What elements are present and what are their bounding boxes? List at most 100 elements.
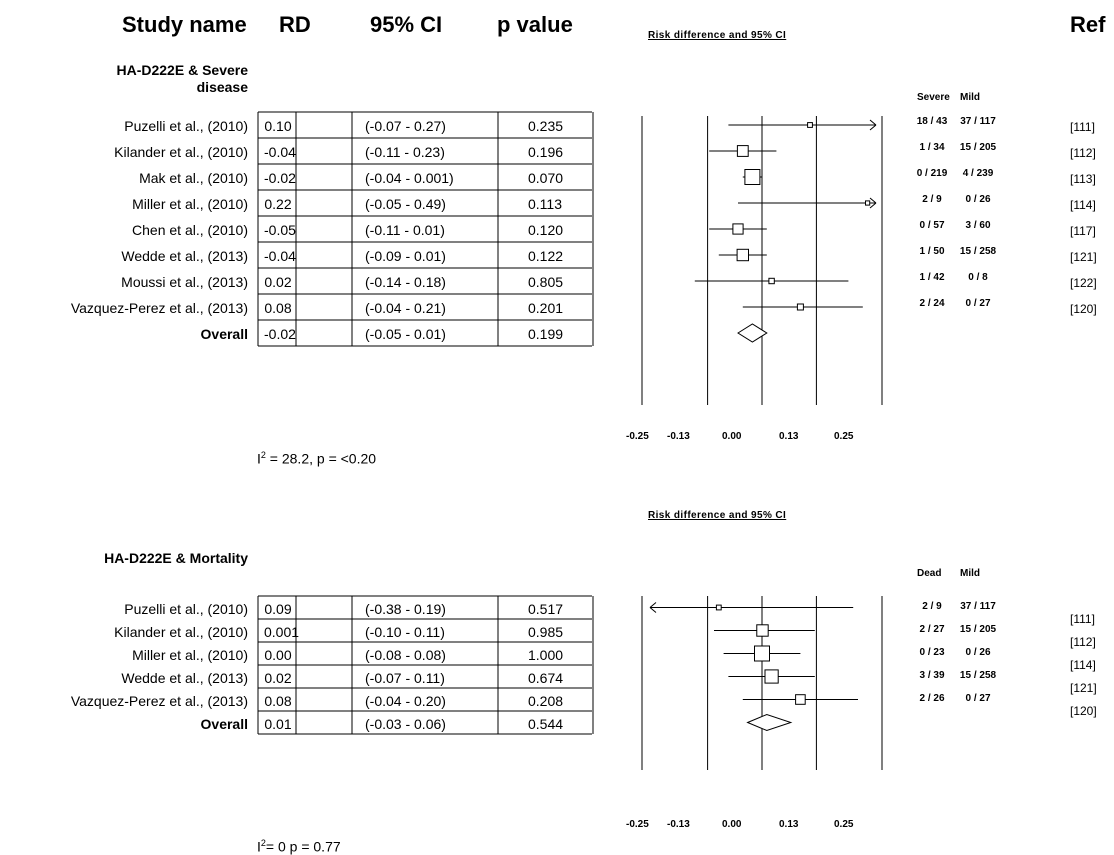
rd-value-1-1: 0.001 xyxy=(264,623,300,640)
arrow-left-a-1-0 xyxy=(649,602,657,608)
rd-value-1-3: 0.02 xyxy=(264,669,292,686)
count-header-1-0: Severe xyxy=(917,92,950,103)
count-1-0-2: 0 / 219 xyxy=(916,168,948,179)
ref-1-0: [111] xyxy=(1070,612,1095,626)
ref-1-2: [114] xyxy=(1070,658,1096,672)
p-value-0-1: 0.196 xyxy=(528,144,564,160)
p-value-1-5: 0.544 xyxy=(528,715,564,732)
group-label-0: HA-D222E & Severe disease xyxy=(116,62,248,95)
tick-label-1-0: -0.25 xyxy=(626,819,649,830)
rd-value-1-5: 0.01 xyxy=(264,715,292,732)
ci-value-0-5: (-0.09 - 0.01) xyxy=(365,248,446,264)
arrow-right-a-0-3 xyxy=(869,197,877,204)
p-value-1-3: 0.674 xyxy=(528,669,564,686)
ci-value-0-0: (-0.07 - 0.27) xyxy=(365,118,446,134)
ci-value-0-4: (-0.11 - 0.01) xyxy=(365,222,445,238)
count-1-1-0: 2 / 9 xyxy=(922,601,942,612)
overall-diamond-1 xyxy=(746,713,793,732)
rd-value-0-7: 0.08 xyxy=(264,300,292,316)
point-marker-1-1 xyxy=(756,624,769,637)
count-1-0-4: 0 / 57 xyxy=(919,220,945,231)
arrow-right-b-0-0 xyxy=(869,124,877,131)
count-2-0-5: 15 / 258 xyxy=(959,246,997,257)
p-value-0-0: 0.235 xyxy=(528,118,564,134)
point-marker-0-6 xyxy=(768,277,775,285)
ci-value-1-4: (-0.04 - 0.20) xyxy=(365,692,446,709)
study-name-0-2: Mak et al., (2010) xyxy=(139,170,248,186)
arrow-left-b-1-0 xyxy=(649,607,657,613)
tick-label-0-4: 0.25 xyxy=(834,431,854,442)
rd-value-0-4: -0.05 xyxy=(264,222,296,238)
count-1-1-2: 0 / 23 xyxy=(919,647,945,658)
count-1-0-5: 1 / 50 xyxy=(919,246,945,257)
count-2-0-1: 15 / 205 xyxy=(959,142,997,153)
study-name-1-2: Miller et al., (2010) xyxy=(132,646,248,663)
overall-label-1: Overall xyxy=(200,715,248,732)
ci-value-0-8: (-0.05 - 0.01) xyxy=(365,326,446,342)
tick-label-1-4: 0.25 xyxy=(834,819,854,830)
ref-0-1: [112] xyxy=(1070,146,1096,160)
study-name-1-0: Puzelli et al., (2010) xyxy=(124,600,248,617)
p-value-0-3: 0.113 xyxy=(528,196,562,212)
point-marker-0-5 xyxy=(736,248,749,262)
ci-value-1-2: (-0.08 - 0.08) xyxy=(365,646,446,663)
header-95-ci: 95% CI xyxy=(370,12,443,37)
het-sup: 2 xyxy=(260,838,266,848)
rd-value-0-2: -0.02 xyxy=(264,170,296,186)
ref-0-3: [114] xyxy=(1070,198,1096,212)
tick-label-0-1: -0.13 xyxy=(667,431,690,442)
count-1-0-0: 18 / 43 xyxy=(916,116,948,127)
count-header-1-1: Dead xyxy=(917,568,942,579)
count-2-0-4: 3 / 60 xyxy=(965,220,991,231)
p-value-0-4: 0.120 xyxy=(528,222,564,238)
arrow-right-a-0-0 xyxy=(869,119,877,126)
rd-value-0-0: 0.10 xyxy=(264,118,292,134)
study-name-0-4: Chen et al., (2010) xyxy=(132,222,248,238)
count-2-1-1: 15 / 205 xyxy=(959,624,997,635)
ref-0-0: [111] xyxy=(1070,120,1095,134)
ci-value-0-1: (-0.11 - 0.23) xyxy=(365,144,445,160)
count-1-0-7: 2 / 24 xyxy=(919,298,945,309)
tick-label-0-3: 0.13 xyxy=(779,431,799,442)
ci-value-0-2: (-0.04 - 0.001) xyxy=(365,170,454,186)
het-rest: = 0 p = 0.77 xyxy=(265,838,341,855)
ci-value-0-6: (-0.14 - 0.18) xyxy=(365,274,446,290)
point-marker-1-2 xyxy=(754,645,770,662)
heterogeneity-0: I2 = 28.2, p = <0.20 xyxy=(257,450,376,467)
count-2-0-3: 0 / 26 xyxy=(965,194,991,205)
count-header-2-0: Mild xyxy=(960,92,980,103)
p-value-0-6: 0.805 xyxy=(528,274,564,290)
count-2-1-0: 37 / 117 xyxy=(960,601,996,612)
study-name-0-0: Puzelli et al., (2010) xyxy=(124,118,248,134)
forest-axis-title-1: Risk difference and 95% CI xyxy=(648,510,787,521)
count-1-0-3: 2 / 9 xyxy=(922,194,942,205)
ref-1-1: [112] xyxy=(1070,635,1096,649)
het-rest: = 28.2, p = <0.20 xyxy=(265,450,377,467)
ref-1-3: [121] xyxy=(1070,681,1097,695)
study-name-0-3: Miller et al., (2010) xyxy=(132,196,248,212)
p-value-1-2: 1.000 xyxy=(528,646,564,663)
count-2-1-2: 0 / 26 xyxy=(965,647,991,658)
p-value-0-7: 0.201 xyxy=(528,300,564,316)
ref-0-2: [113] xyxy=(1070,172,1096,186)
overall-label-0: Overall xyxy=(200,326,248,342)
header-rd: RD xyxy=(279,12,311,37)
rd-value-1-2: 0.00 xyxy=(264,646,292,663)
point-marker-0-0 xyxy=(807,122,813,128)
ref-1-4: [120] xyxy=(1070,704,1097,718)
header-study-name: Study name xyxy=(122,12,247,37)
point-marker-0-7 xyxy=(796,303,804,311)
header-p-value: p value xyxy=(497,12,573,37)
het-sup: 2 xyxy=(260,450,266,460)
het-prefix: I xyxy=(257,450,261,467)
tick-label-0-0: -0.25 xyxy=(626,431,649,442)
ci-value-0-3: (-0.05 - 0.49) xyxy=(365,196,446,212)
study-name-1-3: Wedde et al., (2013) xyxy=(121,669,248,686)
ci-value-1-5: (-0.03 - 0.06) xyxy=(365,715,446,732)
group-label-1: HA-D222E & Mortality xyxy=(104,550,248,566)
rd-value-0-6: 0.02 xyxy=(264,274,292,290)
count-2-1-3: 15 / 258 xyxy=(959,670,997,681)
rd-value-1-0: 0.09 xyxy=(264,600,292,617)
count-1-1-3: 3 / 39 xyxy=(919,670,945,681)
